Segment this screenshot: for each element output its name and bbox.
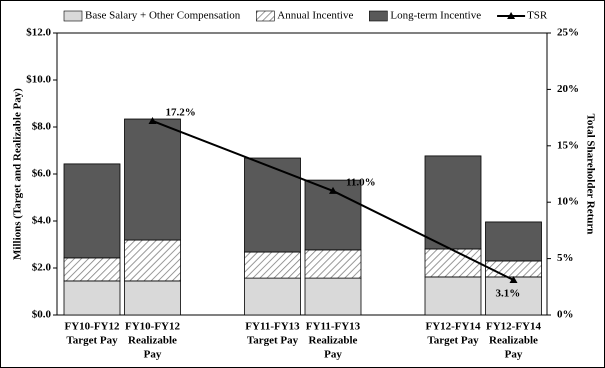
bar-segment [124,118,181,241]
x-tick-label: FY12-FY14 [486,321,541,333]
tsr-line [332,190,514,281]
bar-segment [244,251,301,279]
x-tick-label: Pay [505,349,523,361]
legend-swatch [255,10,275,22]
legend-label: TSR [527,10,548,22]
legend-label: Long-term Incentive [390,10,481,22]
bar-segment [63,257,121,282]
x-tick-label: FY11-FY13 [245,321,300,333]
y-tick-label: $12.0 [26,27,51,39]
tsr-marker [329,186,337,194]
x-tick-label: Target Pay [427,335,479,347]
x-tick-label: FY10-FY12 [65,321,120,333]
x-tick-label: FY10-FY12 [125,321,180,333]
y-tick-label: $2.0 [32,262,52,274]
tsr-line [152,120,334,192]
x-tick-label: Realizable [489,335,538,347]
data-label: 17.2% [166,107,196,119]
bar-segment [485,276,542,316]
y-axis-title: Millions (Target and Realizable Pay) [12,88,24,260]
x-tick-label: Realizable [309,335,358,347]
bar-segment [244,157,301,253]
bar-segment [485,221,542,262]
y-tick-label: $6.0 [32,168,52,180]
y2-tick-label: 15% [557,139,579,151]
data-label: 3.1% [496,288,521,300]
y2-tick-label: 0% [557,309,574,321]
y2-tick-label: 20% [557,83,579,95]
x-tick-label: Realizable [128,335,177,347]
y-tick-label: $0.0 [32,309,52,321]
legend-label: Base Salary + Other Compensation [85,10,241,22]
bar-segment [63,163,121,259]
x-tick-label: Pay [144,349,162,361]
data-label: 11.0% [346,176,376,188]
bar-segment [424,276,482,316]
legend-swatch [369,10,388,22]
bar-segment [124,280,181,316]
y2-tick-label: 5% [557,252,574,264]
x-tick-label: Pay [324,349,342,361]
legend-label: Annual Incentive [277,10,353,22]
legend-swatch [63,10,83,22]
bar-segment [304,249,362,279]
legend-marker [507,12,516,19]
x-tick-label: Target Pay [247,335,299,347]
y2-axis-title: Total Shareholder Return [584,114,596,235]
bar-segment [304,277,362,316]
bar-segment [304,179,362,251]
tsr-marker [509,276,518,284]
bar-segment [124,239,181,282]
y-tick-label: $4.0 [32,215,52,227]
x-tick-label: FY11-FY13 [306,321,361,333]
bar-segment [485,260,542,278]
x-tick-label: Target Pay [66,335,118,347]
y-tick-label: $8.0 [32,121,52,133]
bar-segment [63,280,121,316]
y-tick-label: $10.0 [26,74,51,86]
bar-segment [424,155,482,250]
tsr-marker [148,116,157,124]
bar-segment [424,248,482,278]
x-tick-label: FY12-FY14 [426,321,481,333]
y2-tick-label: 10% [557,196,579,208]
bar-segment [244,277,301,316]
y2-tick-label: 25% [557,27,579,39]
